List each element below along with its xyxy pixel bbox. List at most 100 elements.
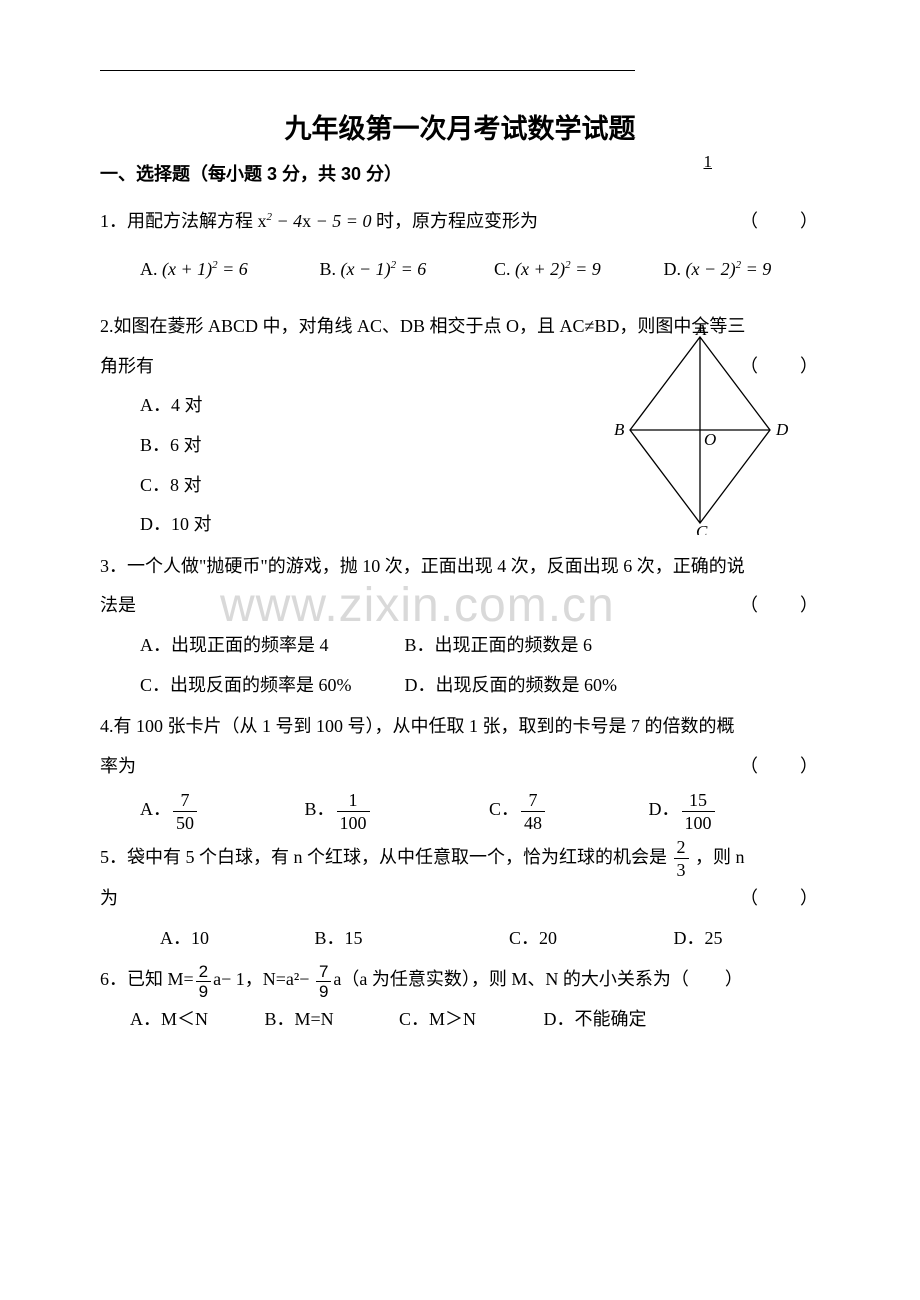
q4-a-num: 7: [173, 791, 197, 812]
q4-option-d: D．15100: [649, 790, 717, 831]
q3-stem-2: 法是 （ ）: [100, 586, 820, 626]
question-3: 3．一个人做"抛硬币"的游戏，抛 10 次，正面出现 4 次，反面出现 6 次，…: [100, 547, 820, 705]
q4-a-den: 50: [173, 812, 197, 832]
q1-c-post: = 9: [571, 259, 601, 279]
q6-option-c: C．M＞N: [399, 1000, 539, 1040]
q1-b-expr: (x − 1): [341, 259, 391, 279]
q6-f2-den: 9: [316, 982, 331, 1000]
q1-c-expr: (x + 2): [515, 259, 565, 279]
q4-b-frac: 1100: [337, 791, 370, 832]
q4-c-frac: 748: [521, 791, 545, 832]
q5-frac-num: 2: [674, 838, 689, 859]
q5-options: A．10 B．15 C．20 D．25: [160, 919, 820, 959]
q4-option-a: A．750: [140, 790, 300, 831]
q3-options-row2: C．出现反面的频率是 60% D．出现反面的频数是 60%: [140, 666, 820, 706]
answer-paren: （ ）: [740, 586, 820, 626]
q5-stem-2: 为 （ ）: [100, 879, 820, 919]
q3-option-c: C．出现反面的频率是 60%: [140, 666, 400, 706]
answer-paren: （ ）: [740, 347, 820, 387]
q6-option-a: A．M＜N: [130, 1000, 260, 1040]
q1-d-post: = 9: [741, 259, 771, 279]
q1-text-a: 1．用配方法解方程: [100, 211, 258, 231]
q2-stem-1: 2.如图在菱形 ABCD 中，对角线 AC、DB 相交于点 O，且 AC≠BD，…: [100, 307, 820, 347]
q6-text-c: a（a 为任意实数），则 M、N 的大小关系为（ ）: [333, 969, 742, 989]
question-1: 1．用配方法解方程 x2 − 4x − 5 = 0 时，原方程应变形为 （ ） …: [100, 202, 820, 289]
q4-d-num: 15: [682, 791, 715, 812]
q2-stem-2-text: 角形有: [100, 356, 154, 376]
q6-option-b: B．M=N: [265, 1000, 395, 1040]
q5-option-b: B．15: [315, 919, 505, 959]
q4-c-num: 7: [521, 791, 545, 812]
q6-f1-num: 2: [196, 963, 211, 982]
q1-a-pre: A.: [140, 259, 162, 279]
q4-c-den: 48: [521, 812, 545, 832]
q2-option-c: C．8 对: [140, 466, 820, 506]
q5-frac-den: 3: [674, 859, 689, 879]
q5-stem-1: 5．袋中有 5 个白球，有 n 个红球，从中任意取一个，恰为红球的机会是 23 …: [100, 838, 820, 879]
q2-option-d: D．10 对: [140, 505, 820, 545]
q1-a-expr: (x + 1): [162, 259, 212, 279]
q6-text-a: 6．已知 M=: [100, 969, 194, 989]
q1-option-a: A. (x + 1)2 = 6: [140, 250, 315, 290]
q1-option-d: D. (x − 2)2 = 9: [664, 250, 772, 290]
q1-b-pre: B.: [320, 259, 341, 279]
q1-d-expr: (x − 2): [686, 259, 736, 279]
q4-a-pre: A．: [140, 799, 171, 819]
page-number: 1: [704, 152, 713, 172]
q2-option-a: A．4 对: [140, 386, 820, 426]
q3-option-b: B．出现正面的频数是 6: [405, 626, 593, 666]
q5-stem-2-text: 为: [100, 888, 118, 908]
q6-f2-num: 7: [316, 963, 331, 982]
q3-stem-1: 3．一个人做"抛硬币"的游戏，抛 10 次，正面出现 4 次，反面出现 6 次，…: [100, 547, 820, 587]
q4-a-frac: 750: [173, 791, 197, 832]
q4-b-pre: B．: [305, 799, 335, 819]
answer-paren: （ ）: [740, 747, 820, 787]
question-6: 6．已知 M=29a− 1，N=a²− 79a（a 为任意实数），则 M、N 的…: [100, 960, 820, 1039]
q4-stem-2-text: 率为: [100, 756, 136, 776]
q1-options: A. (x + 1)2 = 6 B. (x − 1)2 = 6 C. (x + …: [140, 250, 820, 290]
q4-b-den: 100: [337, 812, 370, 832]
q5-option-c: C．20: [509, 919, 669, 959]
header-rule: [100, 70, 635, 71]
q4-d-pre: D．: [649, 799, 680, 819]
answer-paren: （ ）: [740, 879, 820, 919]
q5-option-d: D．25: [674, 919, 723, 959]
q1-c-pre: C.: [494, 259, 515, 279]
q3-option-d: D．出现反面的频数是 60%: [405, 666, 618, 706]
q5-frac: 23: [674, 838, 689, 879]
q6-frac-2: 79: [316, 963, 331, 1000]
q1-equation: x2 − 4x − 5 = 0: [258, 211, 372, 231]
q3-stem-2-text: 法是: [100, 595, 136, 615]
question-4: 4.有 100 张卡片（从 1 号到 100 号），从中任取 1 张，取到的卡号…: [100, 707, 820, 832]
q4-d-frac: 15100: [682, 791, 715, 832]
page-title: 九年级第一次月考试数学试题: [100, 107, 820, 146]
q6-stem: 6．已知 M=29a− 1，N=a²− 79a（a 为任意实数），则 M、N 的…: [100, 960, 820, 1000]
q2-stem-2: 角形有 （ ）: [100, 347, 820, 387]
q2-option-b: B．6 对: [140, 426, 820, 466]
q5-text-b: ，则 n: [691, 847, 745, 867]
page-content: 1 九年级第一次月考试数学试题 一、选择题（每小题 3 分，共 30 分） 1．…: [100, 70, 820, 1039]
q6-options: A．M＜N B．M=N C．M＞N D．不能确定: [130, 1000, 820, 1040]
q4-stem-2: 率为 （ ）: [100, 747, 820, 787]
q1-d-pre: D.: [664, 259, 686, 279]
q4-options: A．750 B．1100 C．748 D．15100: [140, 790, 820, 831]
q3-options-row1: A．出现正面的频率是 4 B．出现正面的频数是 6: [140, 626, 820, 666]
q4-c-pre: C．: [489, 799, 519, 819]
question-2: 2.如图在菱形 ABCD 中，对角线 AC、DB 相交于点 O，且 AC≠BD，…: [100, 307, 820, 545]
q5-text-a: 5．袋中有 5 个白球，有 n 个红球，从中任意取一个，恰为红球的机会是: [100, 847, 672, 867]
question-5: 5．袋中有 5 个白球，有 n 个红球，从中任意取一个，恰为红球的机会是 23 …: [100, 838, 820, 959]
q4-option-b: B．1100: [305, 790, 485, 831]
answer-paren: （ ）: [740, 202, 820, 242]
q4-b-num: 1: [337, 791, 370, 812]
q5-option-a: A．10: [160, 919, 310, 959]
q1-stem: 1．用配方法解方程 x2 − 4x − 5 = 0 时，原方程应变形为 （ ）: [100, 202, 820, 242]
q1-option-c: C. (x + 2)2 = 9: [494, 250, 659, 290]
q6-f1-den: 9: [196, 982, 211, 1000]
q1-b-post: = 6: [396, 259, 426, 279]
q4-d-den: 100: [682, 812, 715, 832]
q1-text-b: 时，原方程应变形为: [371, 211, 538, 231]
q6-option-d: D．不能确定: [544, 1000, 647, 1040]
q6-text-b: a− 1，N=a²−: [213, 969, 314, 989]
section-header: 一、选择题（每小题 3 分，共 30 分）: [100, 160, 820, 186]
q6-frac-1: 29: [196, 963, 211, 1000]
